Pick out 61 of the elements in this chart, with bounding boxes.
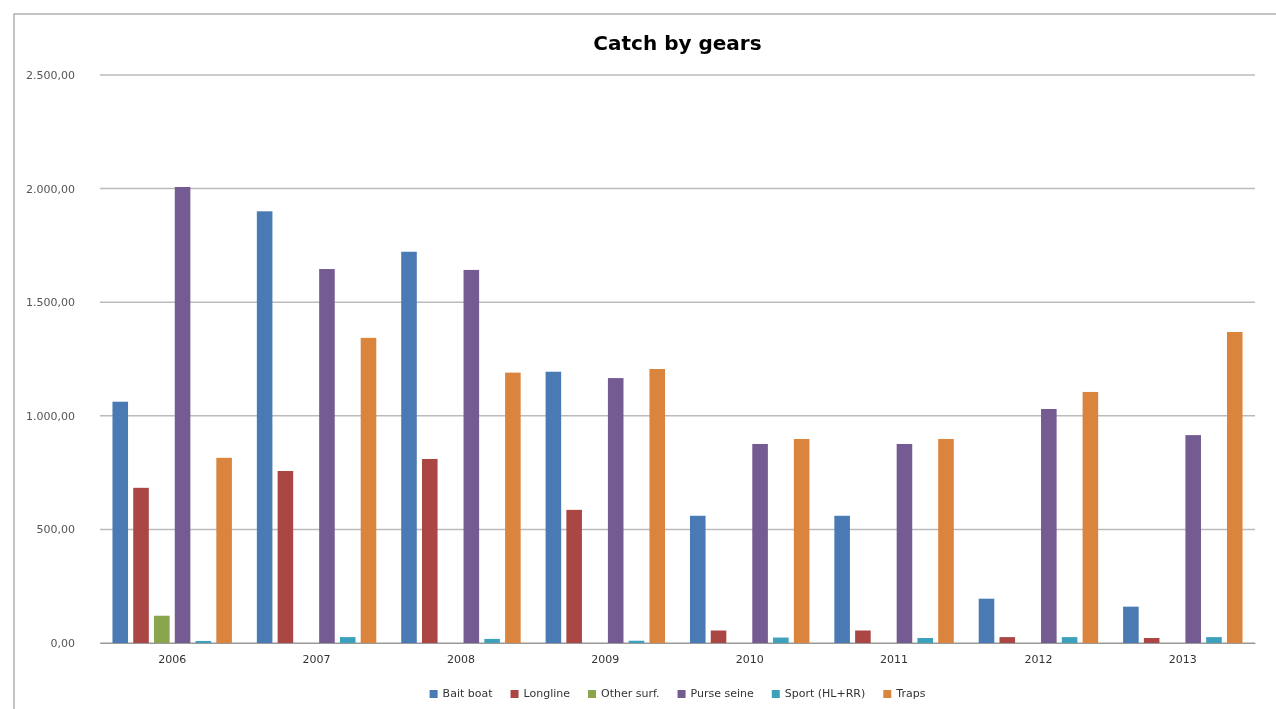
bar: [339, 637, 356, 643]
bar: [896, 443, 913, 643]
bar: [834, 515, 850, 643]
x-tick-label: 2006: [158, 652, 187, 666]
y-tick-label: 1.000,00: [26, 409, 75, 423]
bar: [154, 615, 170, 643]
bar: [1185, 435, 1201, 643]
x-tick-label: 2012: [1024, 652, 1053, 666]
legend-label: Sport (HL+RR): [784, 687, 866, 700]
y-tick-label: 500,00: [36, 523, 75, 537]
bar: [1061, 637, 1078, 643]
bar: [999, 637, 1016, 643]
bar: [1123, 606, 1139, 643]
bar: [174, 187, 191, 643]
x-tick-label: 2007: [302, 652, 331, 666]
bar: [938, 438, 954, 643]
x-tick-label: 2011: [880, 652, 909, 666]
bar: [855, 630, 871, 643]
bar: [1206, 637, 1222, 643]
bar: [773, 637, 789, 643]
y-tick-label: 2.500,00: [26, 69, 75, 83]
bar: [917, 638, 934, 643]
bar: [421, 458, 438, 643]
bar: [1143, 638, 1160, 643]
bar: [463, 269, 480, 643]
bar: [607, 378, 624, 643]
bar: [133, 487, 149, 643]
legend-label: Longline: [523, 687, 571, 700]
bar: [319, 269, 335, 643]
bar: [484, 638, 500, 643]
bar: [401, 251, 417, 643]
y-tick-label: 1.500,00: [26, 296, 75, 310]
x-tick-label: 2008: [446, 652, 475, 666]
bar: [978, 598, 995, 643]
bar: [505, 372, 521, 643]
chart-title: Catch by gears: [593, 31, 762, 55]
x-tick-label: 2009: [591, 652, 620, 666]
bar: [649, 369, 666, 643]
y-tick-label: 0,00: [50, 637, 75, 651]
legend-label: Purse seine: [690, 687, 754, 700]
bar: [689, 515, 706, 643]
bar: [277, 471, 294, 643]
bar: [1041, 408, 1057, 643]
bar: [195, 640, 212, 643]
bar: [566, 509, 582, 643]
legend-label: Bait boat: [442, 687, 494, 700]
bar: [545, 371, 562, 643]
bar: [216, 457, 232, 643]
bar: [710, 630, 727, 643]
y-tick-label: 2.000,00: [26, 182, 75, 196]
bar: [112, 401, 129, 643]
bar: [1082, 391, 1099, 643]
bar: [256, 211, 273, 643]
bar: [360, 337, 377, 643]
bar: [1226, 331, 1243, 643]
x-tick-label: 2010: [735, 652, 764, 666]
x-tick-label: 2013: [1168, 652, 1197, 666]
legend-label: Other surf.: [601, 687, 660, 700]
bar: [752, 443, 768, 643]
bar: [793, 438, 810, 643]
legend-label: Traps: [895, 687, 926, 700]
